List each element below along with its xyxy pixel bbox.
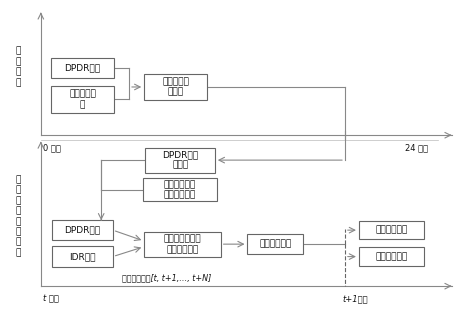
Text: 调度时域窗口[t, t+1,…, t+N]: 调度时域窗口[t, t+1,…, t+N] [121,273,211,282]
Text: 执行优化结果: 执行优化结果 [259,240,291,249]
Text: 继续滚动优化: 继续滚动优化 [375,252,408,261]
Bar [143,178,217,201]
Bar [51,58,114,78]
Bar [248,234,303,254]
Bar [52,220,113,240]
Text: IDR模型: IDR模型 [70,252,96,261]
Text: 日
前
调
度: 日 前 调 度 [15,47,21,87]
Text: DPDR模型: DPDR模型 [64,64,101,73]
Text: t+1时段: t+1时段 [343,294,368,303]
Text: 日
内
时
域
滚
动
调
度: 日 内 时 域 滚 动 调 度 [15,175,21,257]
Text: 复合微分进
化算法: 复合微分进 化算法 [162,77,189,97]
Text: 日前调度各机
组最优出力值: 日前调度各机 组最优出力值 [164,180,196,199]
Bar [359,247,424,266]
Bar [144,232,221,257]
Bar [145,148,215,173]
Bar [144,74,207,100]
Text: t 时段: t 时段 [43,294,59,303]
Text: 时域窗口后移: 时域窗口后移 [375,226,408,235]
Text: DPDR模型: DPDR模型 [64,226,101,235]
Bar [359,221,424,240]
Text: DPDR后的
负荷值: DPDR后的 负荷值 [162,150,198,170]
Bar [52,246,113,267]
Text: 0 时段: 0 时段 [43,143,61,152]
Bar [51,86,114,113]
Text: 日前预测数
据: 日前预测数 据 [69,90,96,109]
Text: 24 时段: 24 时段 [405,143,428,152]
Text: 日内调度各机组
最优可控增量: 日内调度各机组 最优可控增量 [163,235,201,254]
